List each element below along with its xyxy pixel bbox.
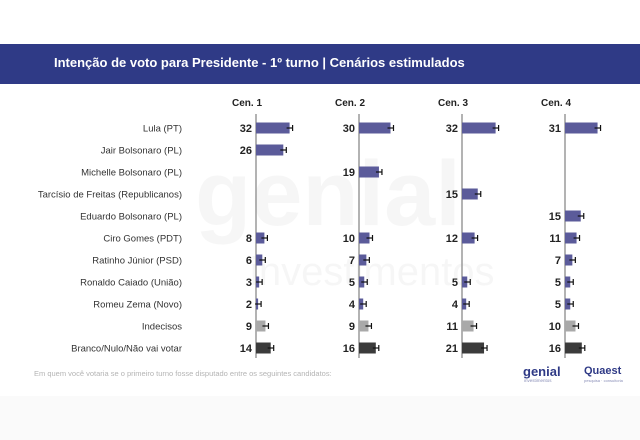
bar-cen2-ciro-gomes-pdt xyxy=(359,232,370,244)
value-label-cen1-lula-pt: 32 xyxy=(240,123,252,135)
category-label-jair-bolsonaro-pl: Jair Bolsonaro (PL) xyxy=(101,146,182,157)
value-label-cen3-lula-pt: 32 xyxy=(446,123,458,135)
category-label-branco-nulo-nao-vai-votar: Branco/Nulo/Não vai votar xyxy=(71,344,182,355)
category-label-ciro-gomes-pdt: Ciro Gomes (PDT) xyxy=(103,234,182,245)
value-label-cen4-indecisos: 10 xyxy=(549,321,561,333)
value-label-cen4-lula-pt: 31 xyxy=(549,123,561,135)
category-label-indecisos: Indecisos xyxy=(142,322,182,333)
bar-cen1-branco-nulo-nao-vai-votar xyxy=(256,342,271,354)
bar-cen2-lula-pt xyxy=(359,122,391,134)
bar-cen2-ratinho-junior-psd xyxy=(359,254,367,266)
value-label-cen1-indecisos: 9 xyxy=(246,321,252,333)
value-label-cen4-eduardo-bolsonaro-pl: 15 xyxy=(549,211,561,223)
quaest-logo: Quaest pesquisa · consultoria xyxy=(584,365,623,383)
value-label-cen1-jair-bolsonaro-pl: 26 xyxy=(240,145,252,157)
bottom-strip xyxy=(0,396,640,440)
category-label-ratinho-junior-psd: Ratinho Júnior (PSD) xyxy=(92,256,182,267)
value-label-cen1-ciro-gomes-pdt: 8 xyxy=(246,233,252,245)
value-label-cen4-ratinho-junior-psd: 7 xyxy=(555,255,561,267)
category-label-lula-pt: Lula (PT) xyxy=(143,124,182,135)
value-label-cen3-ronaldo-caiado-uniao: 5 xyxy=(452,277,458,289)
bar-cen1-jair-bolsonaro-pl xyxy=(256,144,284,156)
bar-cen3-tarcisio-de-freitas-republicanos xyxy=(462,188,478,200)
value-label-cen2-ratinho-junior-psd: 7 xyxy=(349,255,355,267)
value-label-cen2-ciro-gomes-pdt: 10 xyxy=(343,233,355,245)
value-label-cen4-romeu-zema-novo: 5 xyxy=(555,299,561,311)
category-label-ronaldo-caiado-uniao: Ronaldo Caiado (União) xyxy=(80,278,182,289)
category-label-romeu-zema-novo: Romeu Zema (Novo) xyxy=(93,300,182,311)
bar-cen3-lula-pt xyxy=(462,122,496,134)
value-label-cen3-branco-nulo-nao-vai-votar: 21 xyxy=(446,343,458,355)
value-label-cen2-ronaldo-caiado-uniao: 5 xyxy=(349,277,355,289)
value-label-cen3-romeu-zema-novo: 4 xyxy=(452,299,459,311)
value-label-cen2-branco-nulo-nao-vai-votar: 16 xyxy=(343,343,355,355)
category-label-michelle-bolsonaro-pl: Michelle Bolsonaro (PL) xyxy=(81,168,182,179)
value-label-cen4-branco-nulo-nao-vai-votar: 16 xyxy=(549,343,561,355)
bar-cen1-lula-pt xyxy=(256,122,290,134)
bar-cen4-branco-nulo-nao-vai-votar xyxy=(565,342,582,354)
value-label-cen2-romeu-zema-novo: 4 xyxy=(349,299,356,311)
value-label-cen2-lula-pt: 30 xyxy=(343,123,355,135)
bar-cen3-ciro-gomes-pdt xyxy=(462,232,475,244)
value-label-cen1-romeu-zema-novo: 2 xyxy=(246,299,252,311)
value-label-cen2-michelle-bolsonaro-pl: 19 xyxy=(343,167,355,179)
bar-cen4-ratinho-junior-psd xyxy=(565,254,573,266)
value-label-cen3-indecisos: 11 xyxy=(446,321,458,333)
value-label-cen3-tarcisio-de-freitas-republicanos: 15 xyxy=(446,189,458,201)
bar-cen4-lula-pt xyxy=(565,122,598,134)
value-label-cen4-ciro-gomes-pdt: 11 xyxy=(549,233,561,245)
value-label-cen4-ronaldo-caiado-uniao: 5 xyxy=(555,277,561,289)
genial-logo-text: genial xyxy=(523,364,561,379)
scenario-header-1: Cen. 1 xyxy=(232,98,262,109)
bar-cen4-indecisos xyxy=(565,320,576,332)
bar-cen3-branco-nulo-nao-vai-votar xyxy=(462,342,485,354)
quaest-logo-text: Quaest xyxy=(584,365,622,377)
bar-cen2-michelle-bolsonaro-pl xyxy=(359,166,379,178)
bar-cen4-eduardo-bolsonaro-pl xyxy=(565,210,581,222)
chart-title: Intenção de voto para Presidente - 1º tu… xyxy=(54,55,465,70)
genial-logo: genial investimentos xyxy=(523,364,561,383)
value-label-cen1-branco-nulo-nao-vai-votar: 14 xyxy=(240,343,253,355)
bar-cen4-ciro-gomes-pdt xyxy=(565,232,577,244)
scenario-header-2: Cen. 2 xyxy=(335,98,365,109)
scenario-header-4: Cen. 4 xyxy=(541,98,571,109)
bar-cen1-ciro-gomes-pdt xyxy=(256,232,265,244)
quaest-logo-sub: pesquisa · consultoria xyxy=(584,378,623,383)
bar-cen3-indecisos xyxy=(462,320,474,332)
genial-logo-sub: investimentos xyxy=(524,378,552,383)
title-banner: Intenção de voto para Presidente - 1º tu… xyxy=(0,44,640,84)
footnote: Em quem você votaria se o primeiro turno… xyxy=(34,369,332,378)
bar-cen2-branco-nulo-nao-vai-votar xyxy=(359,342,376,354)
value-label-cen1-ronaldo-caiado-uniao: 3 xyxy=(246,277,252,289)
category-label-tarcisio-de-freitas-republicanos: Tarcísio de Freitas (Republicanos) xyxy=(38,190,182,201)
bar-cen1-ratinho-junior-psd xyxy=(256,254,263,266)
bar-cen1-indecisos xyxy=(256,320,266,332)
value-label-cen2-indecisos: 9 xyxy=(349,321,355,333)
category-label-eduardo-bolsonaro-pl: Eduardo Bolsonaro (PL) xyxy=(80,212,182,223)
bar-cen2-indecisos xyxy=(359,320,369,332)
scenario-header-3: Cen. 3 xyxy=(438,98,468,109)
value-label-cen3-ciro-gomes-pdt: 12 xyxy=(446,233,458,245)
value-label-cen1-ratinho-junior-psd: 6 xyxy=(246,255,252,267)
